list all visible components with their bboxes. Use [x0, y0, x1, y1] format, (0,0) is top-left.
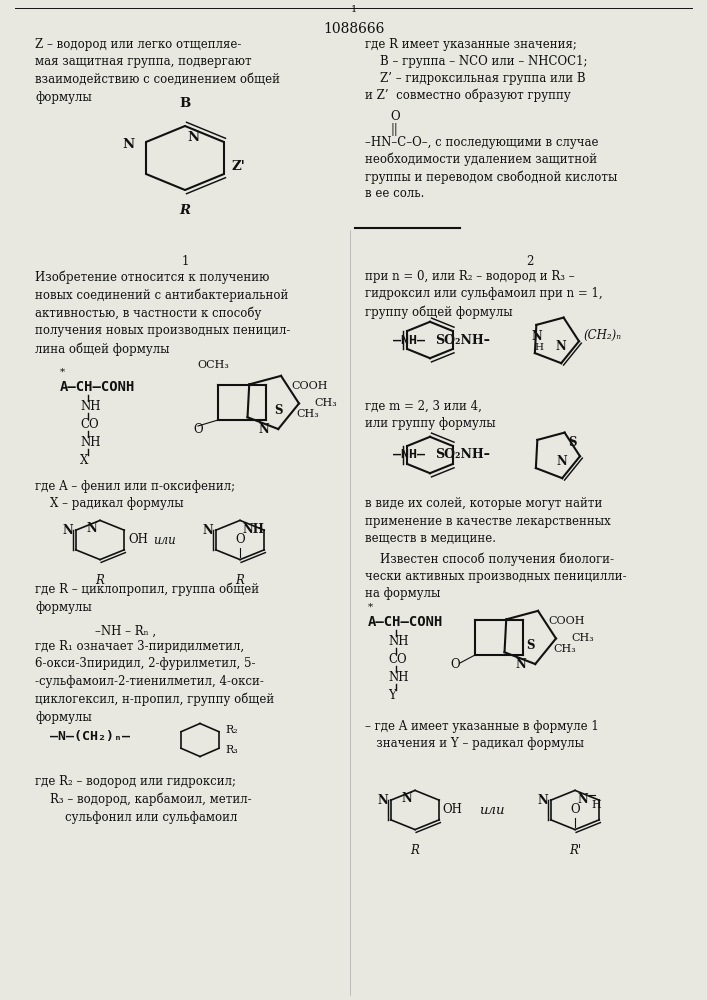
Text: S: S	[568, 436, 577, 449]
Text: – где A имеет указанные в формуле 1
   значения и Y – радикал формулы: – где A имеет указанные в формуле 1 знач…	[365, 720, 599, 750]
Text: CH₃: CH₃	[314, 398, 337, 408]
Text: A–CH–CONH: A–CH–CONH	[368, 615, 443, 629]
Text: *: *	[368, 603, 373, 612]
Text: CO: CO	[80, 418, 98, 431]
Text: N: N	[62, 524, 73, 537]
Text: CH₃: CH₃	[571, 633, 594, 643]
Text: SO₂NH–: SO₂NH–	[435, 448, 490, 462]
Text: O: O	[193, 423, 203, 436]
Text: R: R	[180, 204, 190, 217]
Text: 1: 1	[181, 255, 189, 268]
Text: B: B	[180, 97, 191, 110]
Text: O: O	[450, 658, 460, 671]
Text: H: H	[591, 800, 601, 810]
Text: –NH–: –NH–	[393, 334, 425, 347]
Text: NH: NH	[388, 671, 409, 684]
Text: B – группа – NCO или – NHCOC1;: B – группа – NCO или – NHCOC1;	[365, 55, 588, 68]
Text: где R₂ – водород или гидроксил;
    R₃ – водород, карбамоил, метил-
        суль: где R₂ – водород или гидроксил; R₃ – вод…	[35, 775, 252, 824]
Text: (CH₂)ₙ: (CH₂)ₙ	[584, 328, 622, 342]
Text: NH: NH	[80, 400, 100, 413]
Text: где R имеет указанные значения;: где R имеет указанные значения;	[365, 38, 577, 51]
Text: COOH: COOH	[548, 616, 585, 626]
Text: Z': Z'	[232, 159, 246, 172]
Text: при n = 0, или R₂ – водород и R₃ –
гидроксил или сульфамоил при n = 1,
группу об: при n = 0, или R₂ – водород и R₃ – гидро…	[365, 270, 602, 319]
Text: *: *	[60, 368, 65, 377]
Text: NH: NH	[242, 523, 264, 536]
Text: необходимости удалением защитной: необходимости удалением защитной	[365, 153, 597, 166]
Text: R₂: R₂	[225, 725, 238, 735]
Text: N: N	[86, 522, 97, 535]
Text: N: N	[531, 330, 542, 343]
Text: Известен способ получения биологи-
чески активных производных пеницилли-
на форм: Известен способ получения биологи- чески…	[365, 552, 626, 600]
Text: CH₃: CH₃	[554, 644, 576, 654]
Text: или: или	[153, 534, 176, 546]
Text: NH: NH	[388, 635, 409, 648]
Text: где R – циклопропил, группа общей
формулы: где R – циклопропил, группа общей формул…	[35, 583, 259, 614]
Text: N: N	[537, 794, 548, 807]
Text: COOH: COOH	[291, 381, 327, 391]
Text: где R₁ означает 3-пиридилметил,
6-окси-3пиридил, 2-фурилметил, 5-
-сульфамоил-2-: где R₁ означает 3-пиридилметил, 6-окси-3…	[35, 640, 274, 724]
Text: A–CH–CONH: A–CH–CONH	[60, 380, 135, 394]
Text: –HN–C–O–, с последующими в случае: –HN–C–O–, с последующими в случае	[365, 136, 599, 149]
Text: NH: NH	[80, 436, 100, 449]
Text: R: R	[235, 574, 245, 587]
Text: R: R	[411, 844, 419, 857]
Text: CO: CO	[388, 653, 407, 666]
Text: ||: ||	[390, 123, 398, 136]
Text: –NH–: –NH–	[393, 448, 425, 462]
Text: в ее соль.: в ее соль.	[365, 187, 424, 200]
Text: или: или	[479, 804, 505, 816]
Text: N: N	[377, 794, 387, 807]
Text: R₃: R₃	[225, 745, 238, 755]
Text: R': R'	[569, 844, 581, 857]
Text: Z – водород или легко отщепляе-
мая защитная группа, подвергают
взаимодействию с: Z – водород или легко отщепляе- мая защи…	[35, 38, 280, 104]
Text: OCH₃: OCH₃	[197, 360, 229, 370]
Text: 1: 1	[351, 5, 357, 14]
Text: H: H	[535, 343, 544, 352]
Text: S: S	[274, 404, 283, 417]
Text: N: N	[577, 793, 588, 806]
Text: 2: 2	[526, 255, 534, 268]
Text: OH: OH	[128, 533, 148, 546]
Text: O: O	[570, 803, 580, 816]
Text: N: N	[259, 423, 269, 436]
Text: в виде их солей, которые могут найти
применение в качестве лекарственных
веществ: в виде их солей, которые могут найти при…	[365, 497, 611, 545]
Text: O: O	[390, 110, 399, 123]
Text: N: N	[202, 524, 213, 537]
Text: N: N	[402, 792, 412, 805]
Text: N: N	[556, 340, 566, 353]
Text: Изобретение относится к получению
новых соединений с антибактериальной
активност: Изобретение относится к получению новых …	[35, 270, 291, 356]
Text: –N–(CH₂)ₙ–: –N–(CH₂)ₙ–	[50, 730, 130, 743]
Text: где m = 2, 3 или 4,
или группу формулы: где m = 2, 3 или 4, или группу формулы	[365, 400, 496, 430]
Text: N: N	[122, 137, 134, 150]
Text: Z’ – гидроксильная группа или B: Z’ – гидроксильная группа или B	[365, 72, 585, 85]
Text: где A – фенил или п-оксифенил;
    X – радикал формулы: где A – фенил или п-оксифенил; X – радик…	[35, 480, 235, 510]
Text: O: O	[235, 533, 245, 546]
Text: N: N	[187, 131, 199, 144]
Text: Y: Y	[388, 689, 396, 702]
Text: CH₃: CH₃	[296, 409, 319, 419]
Text: группы и переводом свободной кислоты: группы и переводом свободной кислоты	[365, 170, 617, 184]
Text: N: N	[515, 658, 527, 671]
Text: R: R	[95, 574, 105, 587]
Text: SO₂NH–: SO₂NH–	[435, 334, 490, 347]
Text: S: S	[526, 639, 534, 652]
Text: –NH – Rₙ ,: –NH – Rₙ ,	[95, 625, 156, 638]
Text: и Z’  совместно образуют группу: и Z’ совместно образуют группу	[365, 89, 571, 103]
Text: N: N	[557, 455, 568, 468]
Text: X: X	[80, 454, 88, 467]
Text: 1088666: 1088666	[323, 22, 385, 36]
Text: OH: OH	[443, 803, 462, 816]
